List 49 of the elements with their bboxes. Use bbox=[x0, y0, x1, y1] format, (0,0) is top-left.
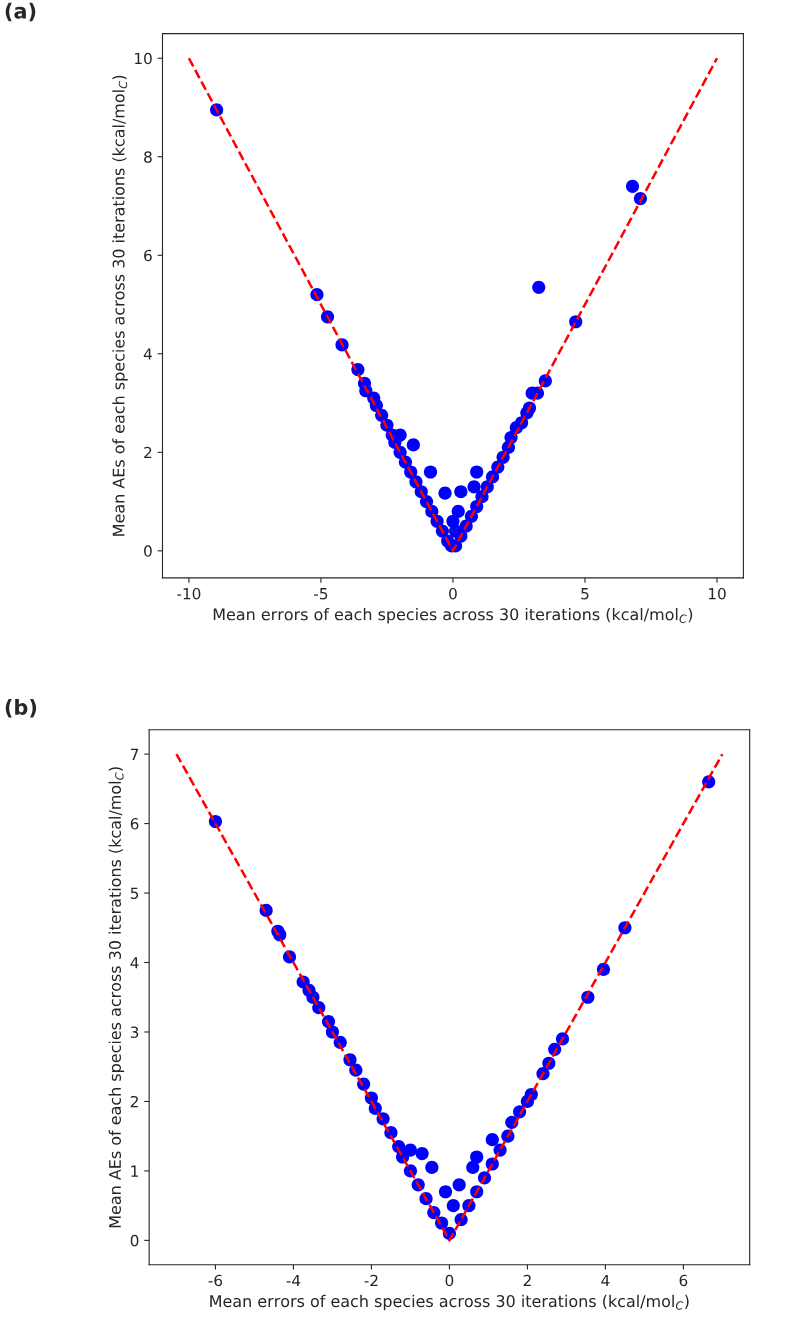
y-axis-title: Mean AEs of each species across 30 iterations (kcal/mol$_{C}$) bbox=[108, 767, 125, 1228]
point bbox=[466, 1160, 480, 1175]
point bbox=[470, 465, 484, 479]
point bbox=[406, 438, 420, 452]
point bbox=[485, 1133, 499, 1147]
x-tick-label: 4 bbox=[601, 1274, 610, 1287]
x-tick-label: -6 bbox=[208, 1274, 223, 1287]
y-tick-label: 2 bbox=[144, 446, 152, 459]
point bbox=[454, 485, 468, 499]
y-tick-label: 0 bbox=[130, 1234, 139, 1247]
point bbox=[438, 486, 452, 500]
y-tick-label: 0 bbox=[144, 545, 152, 557]
x-tick-label: -4 bbox=[286, 1274, 301, 1287]
chart-title: (b) bbox=[5, 698, 37, 718]
point bbox=[532, 280, 546, 294]
x-tick-label: 0 bbox=[449, 587, 457, 600]
point bbox=[423, 465, 438, 479]
point bbox=[470, 1150, 484, 1164]
y-tick-label: 4 bbox=[130, 957, 139, 969]
point bbox=[425, 1160, 439, 1175]
x-tick-label: 0 bbox=[445, 1274, 454, 1287]
y-tick-label: 2 bbox=[130, 1095, 138, 1108]
point bbox=[446, 1199, 460, 1213]
point bbox=[451, 504, 465, 519]
x-tick-label: -2 bbox=[364, 1274, 378, 1287]
y-axis-title: Mean AEs of each species across 30 iterations (kcal/mol$_{C}$) bbox=[112, 75, 128, 536]
x-axis-title: Mean errors of each species across 30 iterations (kcal/mol$_{C}$) bbox=[210, 1294, 689, 1311]
point bbox=[452, 1178, 466, 1192]
y-tick-label: 7 bbox=[130, 748, 139, 760]
chart-title: (a) bbox=[5, 2, 36, 22]
y-tick-label: 4 bbox=[143, 348, 152, 360]
x-tick-label: 2 bbox=[523, 1274, 531, 1287]
y-tick-label: 6 bbox=[130, 818, 139, 830]
y-tick-label: 3 bbox=[130, 1026, 139, 1038]
y-tick-label: 10 bbox=[135, 52, 152, 65]
y-tick-label: 6 bbox=[144, 249, 152, 262]
x-axis-title: Mean errors of each species across 30 iterations (kcal/mol$_{C}$) bbox=[213, 607, 693, 624]
point bbox=[625, 179, 640, 193]
y-tick-label: 1 bbox=[131, 1165, 139, 1177]
point bbox=[438, 1185, 453, 1199]
point bbox=[467, 480, 481, 494]
x-tick-label: -10 bbox=[177, 587, 201, 600]
x-tick-label: 10 bbox=[708, 587, 726, 600]
x-tick-label: 6 bbox=[679, 1274, 688, 1287]
point bbox=[415, 1146, 429, 1161]
x-tick-label: 5 bbox=[581, 588, 589, 600]
x-tick-label: -5 bbox=[314, 588, 328, 600]
y-tick-label: 8 bbox=[144, 151, 152, 163]
y-tick-label: 5 bbox=[130, 887, 139, 900]
